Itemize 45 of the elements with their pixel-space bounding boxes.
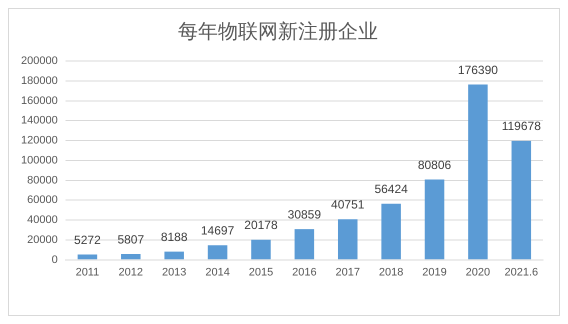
bar (424, 179, 444, 260)
x-tick-label: 2011 (76, 266, 100, 278)
y-tick-label: 100000 (20, 154, 58, 166)
data-label: 8188 (160, 230, 188, 244)
x-tick-label: 2020 (466, 266, 490, 278)
chart-title: 每年物联网新注册企业 (178, 19, 378, 44)
y-tick-label: 80000 (27, 174, 58, 186)
bar (512, 140, 532, 260)
bar (164, 252, 184, 260)
bar (208, 245, 228, 260)
data-label: 56424 (374, 182, 408, 196)
data-label: 20178 (244, 218, 278, 232)
bar (381, 204, 401, 260)
data-label: 176390 (458, 62, 498, 77)
y-tick-label: 20000 (27, 234, 58, 246)
data-label: 14697 (200, 224, 235, 238)
bar (251, 240, 271, 260)
x-tick-label: 2013 (162, 266, 186, 278)
bar (468, 84, 488, 260)
bar (294, 229, 314, 260)
bar (121, 254, 141, 260)
x-tick-label: 2014 (205, 266, 230, 278)
y-tick-label: 120000 (20, 134, 58, 147)
x-tick-label: 2016 (292, 266, 317, 278)
x-tick-label: 2017 (336, 266, 360, 278)
y-tick-label: 180000 (20, 74, 58, 87)
data-label: 5272 (74, 232, 102, 247)
y-tick-label: 200000 (20, 55, 58, 68)
x-tick-label: 2018 (378, 266, 404, 278)
x-tick-label: 2021.6 (504, 266, 538, 278)
y-tick-label: 0 (52, 254, 58, 266)
y-tick-label: 40000 (27, 214, 58, 226)
data-label: 5807 (117, 232, 144, 246)
x-tick-label: 2019 (422, 266, 447, 278)
y-tick-label: 60000 (27, 194, 58, 206)
x-tick-label: 2012 (118, 266, 144, 278)
data-label: 30859 (288, 207, 322, 222)
data-label: 80806 (418, 158, 452, 172)
data-label: 119678 (502, 119, 542, 134)
bar (338, 219, 358, 260)
y-tick-label: 160000 (20, 94, 58, 107)
data-label: 40751 (331, 198, 365, 212)
x-tick-label: 2015 (248, 266, 274, 278)
bar (78, 254, 98, 260)
y-tick-label: 140000 (20, 114, 58, 127)
